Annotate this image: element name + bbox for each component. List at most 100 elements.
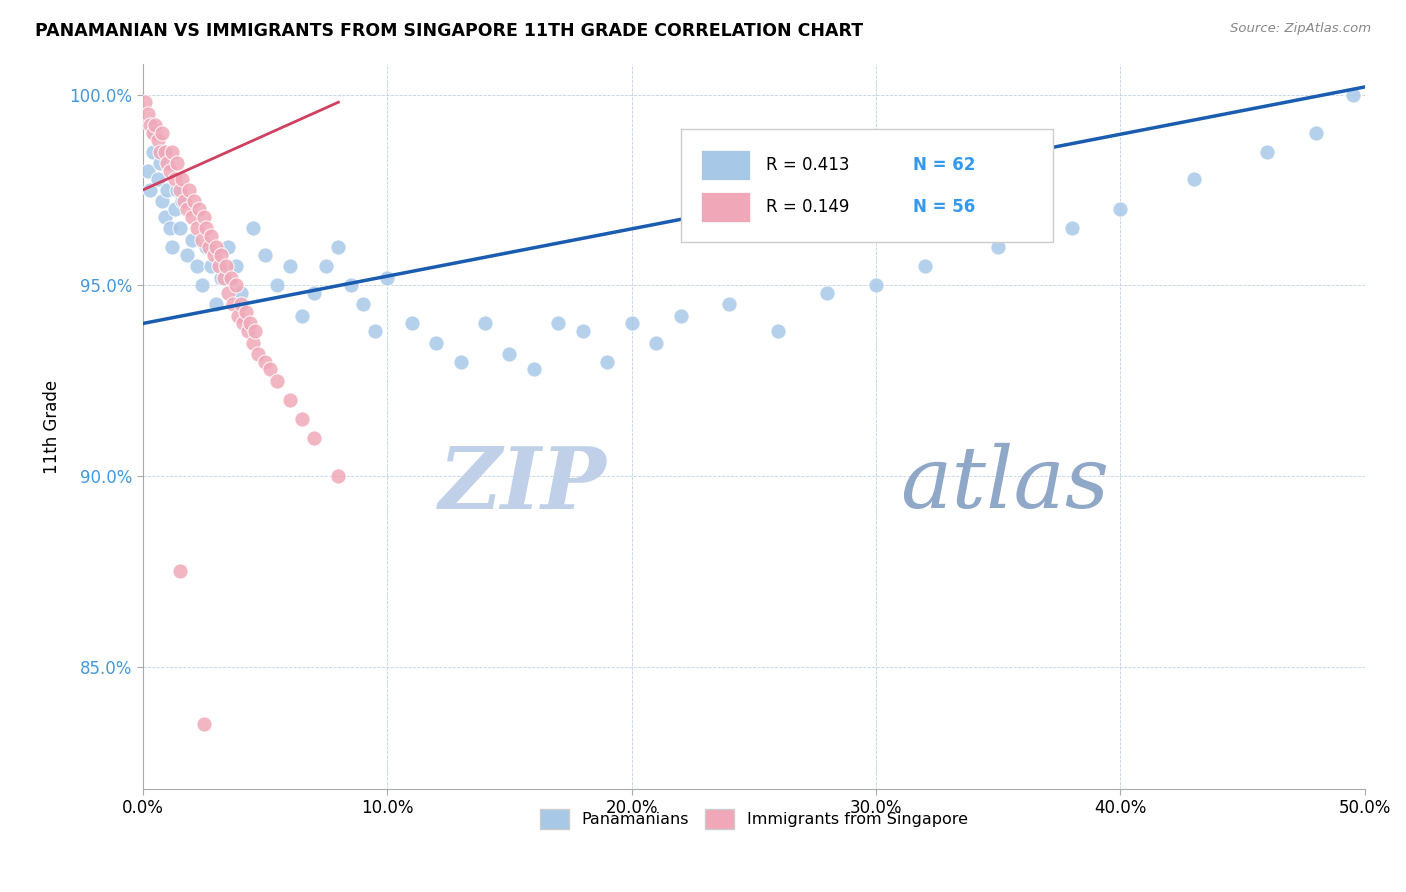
Text: atlas: atlas [900, 443, 1109, 525]
Point [153, 145, 176, 159]
Point [156, 156, 179, 170]
Point [209, 248, 232, 262]
Point [163, 171, 186, 186]
Point [136, 106, 159, 120]
Text: PANAMANIAN VS IMMIGRANTS FROM SINGAPORE 11TH GRADE CORRELATION CHART: PANAMANIAN VS IMMIGRANTS FROM SINGAPORE … [35, 22, 863, 40]
Point [1182, 171, 1205, 186]
Point [142, 145, 165, 159]
Point [143, 126, 166, 140]
Point [278, 392, 301, 407]
Point [266, 278, 288, 293]
Point [205, 297, 228, 311]
Point [188, 202, 211, 216]
Point [160, 240, 183, 254]
Point [183, 194, 205, 209]
Point [180, 210, 202, 224]
Point [352, 297, 374, 311]
Text: N = 56: N = 56 [912, 198, 974, 216]
Point [159, 221, 181, 235]
Point [254, 248, 277, 262]
Point [291, 412, 314, 426]
Point [207, 259, 229, 273]
Point [401, 317, 423, 331]
Point [571, 324, 593, 338]
Point [364, 324, 387, 338]
Point [425, 335, 447, 350]
Point [200, 228, 222, 243]
Point [180, 233, 202, 247]
Point [328, 240, 350, 254]
Point [215, 259, 238, 273]
Legend: Panamanians, Immigrants from Singapore: Panamanians, Immigrants from Singapore [534, 803, 974, 835]
Point [225, 278, 247, 293]
Point [1305, 126, 1327, 140]
Point [195, 221, 218, 235]
FancyBboxPatch shape [681, 129, 1053, 242]
Point [235, 305, 257, 319]
Point [193, 210, 215, 224]
Point [190, 278, 212, 293]
Point [328, 469, 350, 483]
Point [163, 202, 186, 216]
Point [146, 133, 169, 147]
Point [176, 202, 198, 216]
Point [498, 347, 520, 361]
Point [139, 118, 162, 132]
Point [136, 164, 159, 178]
Point [339, 278, 361, 293]
Point [160, 145, 183, 159]
Point [149, 156, 172, 170]
Point [620, 317, 643, 331]
Point [146, 171, 169, 186]
Point [523, 362, 546, 376]
Point [200, 259, 222, 273]
Point [152, 126, 174, 140]
Point [166, 156, 188, 170]
Point [149, 145, 172, 159]
Text: ZIP: ZIP [439, 442, 607, 526]
Point [254, 354, 277, 368]
Point [236, 324, 259, 338]
Point [170, 171, 193, 186]
Point [1060, 221, 1083, 235]
Point [139, 183, 162, 197]
Point [169, 183, 191, 197]
Point [474, 317, 496, 331]
Point [1256, 145, 1278, 159]
Point [193, 717, 215, 731]
Point [718, 297, 741, 311]
Point [914, 259, 936, 273]
Point [205, 240, 228, 254]
Point [159, 164, 181, 178]
Point [987, 240, 1010, 254]
Point [186, 221, 208, 235]
Point [450, 354, 472, 368]
Text: N = 62: N = 62 [912, 156, 976, 174]
Point [143, 118, 166, 132]
Point [245, 324, 267, 338]
Point [239, 317, 262, 331]
Point [229, 297, 252, 311]
Point [278, 259, 301, 273]
Text: Source: ZipAtlas.com: Source: ZipAtlas.com [1230, 22, 1371, 36]
Point [169, 565, 191, 579]
Point [291, 309, 314, 323]
Point [186, 259, 208, 273]
Point [1109, 202, 1132, 216]
Point [198, 240, 221, 254]
Point [315, 259, 337, 273]
Point [226, 309, 249, 323]
Point [246, 347, 269, 361]
FancyBboxPatch shape [702, 192, 751, 222]
Point [195, 240, 218, 254]
Point [217, 240, 239, 254]
Point [170, 194, 193, 209]
Point [153, 210, 176, 224]
Point [547, 317, 569, 331]
Point [302, 431, 325, 445]
Point [375, 270, 398, 285]
Point [669, 309, 692, 323]
Point [219, 270, 242, 285]
Point [242, 335, 264, 350]
Point [173, 194, 195, 209]
